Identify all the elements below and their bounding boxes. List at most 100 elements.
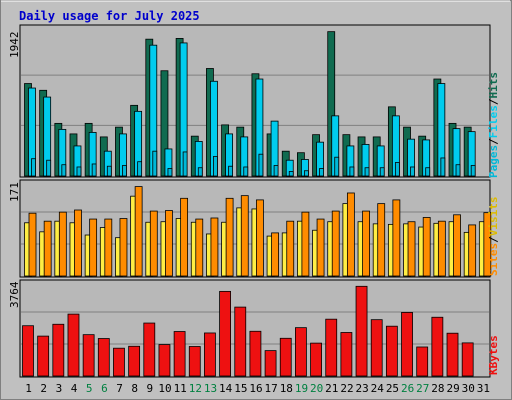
visits-bar [437, 220, 446, 277]
day-label: 31 [477, 382, 490, 395]
legend-files: Files [487, 105, 500, 138]
pages-bar [440, 157, 446, 177]
day-label: 16 [249, 382, 262, 395]
day-label: 5 [86, 382, 93, 395]
pages-bar [258, 153, 264, 177]
kbytes-bar [340, 332, 353, 377]
legend-separator: / [487, 138, 500, 145]
pages-bar [91, 163, 97, 177]
kbytes-bar [128, 345, 141, 377]
visits-bar [346, 192, 355, 277]
day-label: 9 [147, 382, 154, 395]
day-label: 13 [204, 382, 217, 395]
day-label: 23 [356, 382, 369, 395]
day-label: 30 [462, 382, 475, 395]
kbytes-bar [461, 342, 474, 377]
kbytes-bar [204, 332, 216, 377]
legend-sites: Sites [487, 243, 500, 276]
day-label: 1 [25, 382, 32, 395]
legend-separator: / [487, 236, 500, 243]
visits-bar [468, 224, 477, 277]
visits-sites-bars [24, 186, 492, 277]
pages-bar [288, 171, 294, 177]
kbytes-bar [113, 347, 125, 377]
visits-panel-legend: Sites/Visits [487, 197, 500, 277]
kbytes-bar [143, 322, 156, 377]
pages-bar [122, 165, 127, 177]
kbytes-bar [67, 313, 80, 377]
legend-kbytes: KBytes [487, 335, 500, 375]
visits-bar [195, 218, 204, 277]
visits-bar [28, 212, 37, 277]
kbytes-bar [355, 285, 368, 377]
legend-separator: / [487, 98, 500, 105]
day-label: 18 [280, 382, 293, 395]
pages-bar [364, 167, 370, 177]
day-label: 12 [189, 382, 202, 395]
visits-bar [301, 211, 310, 277]
day-label: 6 [101, 382, 108, 395]
pages-bar [182, 151, 188, 177]
visits-bar [331, 210, 340, 277]
visits-bar [362, 210, 370, 277]
pages-bar [76, 166, 82, 177]
visits-bar [165, 210, 173, 277]
pages-bar [167, 168, 173, 177]
pages-bar [228, 165, 233, 177]
visits-bar [407, 221, 416, 277]
pages-bar [46, 159, 52, 177]
visits-bar [286, 220, 295, 277]
hits-panel-legend: Pages/Files/Hits [487, 72, 500, 178]
kbytes-bar [219, 290, 231, 377]
pages-bar [379, 167, 385, 177]
kbytes-bar [385, 325, 398, 377]
pages-bar [243, 166, 249, 177]
kbytes-bar [158, 344, 171, 377]
kbytes-bar [37, 335, 50, 377]
day-axis-labels: 1 2 3 4 5 6 7 8 9 10 11 12 13 14 15 16 17 18 19 20 21 22 23 24 2… [25, 382, 490, 395]
pages-bar [349, 166, 355, 177]
visits-bar [43, 220, 52, 277]
visits-bar [483, 212, 492, 277]
visits-bar [271, 232, 279, 277]
kbytes-bar [173, 331, 186, 377]
kbytes-bar [370, 319, 383, 377]
legend-pages: Pages [487, 145, 500, 178]
pages-bar [197, 167, 203, 177]
kbytes-bar [188, 346, 201, 377]
visits-bar [119, 218, 128, 277]
visits-bar [422, 217, 431, 277]
pages-bar [425, 167, 431, 177]
visits-bar [392, 199, 401, 277]
kbytes-panel-ymax-label: 3764 [8, 281, 21, 308]
kbytes-bar [97, 338, 110, 377]
visits-bar [225, 197, 234, 277]
day-label: 24 [371, 382, 385, 395]
visits-bar [180, 197, 189, 277]
visits-bar [134, 186, 143, 277]
legend-hits: Hits [487, 72, 500, 99]
visits-bar [149, 210, 158, 277]
day-label: 11 [174, 382, 187, 395]
kbytes-bar [82, 334, 95, 377]
day-label: 14 [219, 382, 233, 395]
legend-visits: Visits [487, 197, 500, 237]
hits-files-pages-bars [24, 31, 476, 177]
kbytes-bar [416, 346, 429, 377]
visits-panel-ymax-label: 171 [8, 182, 21, 202]
pages-bar [319, 168, 324, 177]
visits-bar [104, 218, 113, 277]
pages-bar [334, 156, 340, 177]
day-label: 20 [310, 382, 323, 395]
day-label: 27 [416, 382, 429, 395]
day-label: 29 [446, 382, 459, 395]
day-label: 10 [158, 382, 171, 395]
pages-bar [304, 170, 309, 177]
kbytes-bar [22, 325, 34, 377]
pages-bar [273, 165, 279, 177]
kbytes-bar [431, 316, 444, 377]
pages-bar [61, 164, 67, 177]
kbytes-bar [310, 342, 322, 377]
kbytes-bar [401, 312, 413, 377]
